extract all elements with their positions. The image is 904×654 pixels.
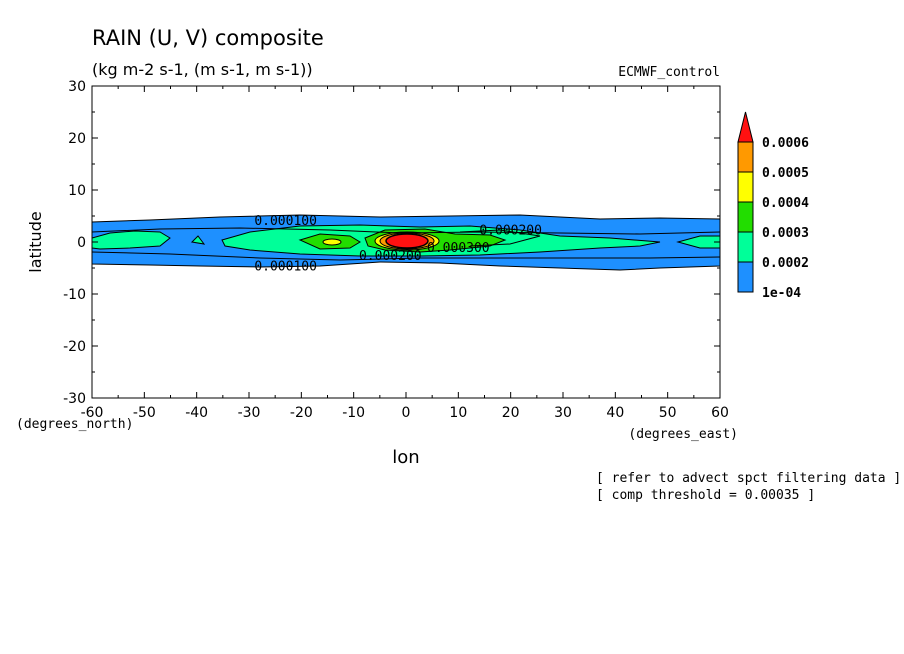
contour-fills <box>92 214 720 271</box>
colorbar-segment <box>737 231 754 263</box>
band-0.0002-east <box>676 235 720 249</box>
y-tick-label: -20 <box>63 339 86 355</box>
y-tick-label: 20 <box>68 131 86 147</box>
contour-label: 0.000100 <box>254 259 317 274</box>
contour-labels: 0.000100 0.000100 0.000200 0.000200 0.000300 <box>254 214 542 274</box>
y-tick-label: -30 <box>63 391 86 407</box>
band-0.0004-west <box>322 238 342 246</box>
colorbar-label: 0.0003 <box>762 226 809 241</box>
x-tick-label: 30 <box>554 405 572 421</box>
y-units-label: (degrees_north) <box>16 417 133 432</box>
chart-subtitle: (kg m-2 s-1, (m s-1, m s-1)) <box>92 60 313 79</box>
y-tick-label: -10 <box>63 287 86 303</box>
contour-line-east <box>459 229 541 247</box>
x-tick-label: 20 <box>502 405 520 421</box>
chart-title: RAIN (U, V) composite <box>92 26 324 50</box>
y-tick-label: 30 <box>68 79 86 95</box>
x-units-label: (degrees_east) <box>628 427 738 442</box>
contour-label: 0.000200 <box>359 249 422 264</box>
y-tick-label: 0 <box>77 235 86 251</box>
x-tick-label: -30 <box>238 405 261 421</box>
colorbar-label: 0.0002 <box>762 256 809 271</box>
colorbar-segment <box>737 201 754 233</box>
band-0.0002-west <box>92 230 171 250</box>
x-tick-label: -10 <box>342 405 365 421</box>
contour-line-inner <box>92 227 720 235</box>
x-tick-label: 0 <box>402 405 411 421</box>
note-line-2: [ comp threshold = 0.00035 ] <box>596 488 815 503</box>
x-axis-label: lon <box>392 447 419 468</box>
contour-label: 0.000100 <box>254 214 317 229</box>
contour-label: 0.000200 <box>479 224 542 239</box>
dataset-label: ECMWF_control <box>618 65 720 80</box>
band-0.0006 <box>385 233 429 249</box>
colorbar-segment <box>737 171 754 203</box>
note-line-1: [ refer to advect spct filtering data ] <box>596 471 901 486</box>
contour-line-inner-south <box>92 251 720 261</box>
x-tick-label: 50 <box>659 405 677 421</box>
x-axis: -60 -50 -40 -30 -20 -10 0 10 20 30 40 50 60 <box>81 86 729 421</box>
x-tick-label: -40 <box>185 405 208 421</box>
colorbar-segment <box>737 261 754 293</box>
colorbar-segment <box>737 141 754 173</box>
y-tick-label: 10 <box>68 183 86 199</box>
x-tick-label: -20 <box>290 405 313 421</box>
y-axis: -30 -20 -10 0 10 20 30 <box>63 79 720 407</box>
x-tick-label: -60 <box>81 405 104 421</box>
band-0.0002-small <box>190 235 206 245</box>
colorbar-label: 0.0005 <box>762 166 809 181</box>
x-tick-label: -50 <box>133 405 156 421</box>
y-axis-label: latitude <box>26 211 45 272</box>
colorbar-label: 0.0006 <box>762 136 809 151</box>
colorbar-label: 1e-04 <box>762 286 801 301</box>
colorbar: 1e-04 0.0002 0.0003 0.0004 0.0005 0.0006 <box>737 111 809 301</box>
contour-label: 0.000300 <box>427 241 490 256</box>
colorbar-label: 0.0004 <box>762 196 809 211</box>
x-tick-label: 10 <box>449 405 467 421</box>
colorbar-top-triangle <box>737 111 754 143</box>
x-tick-label: 60 <box>711 405 729 421</box>
x-tick-label: 40 <box>606 405 624 421</box>
